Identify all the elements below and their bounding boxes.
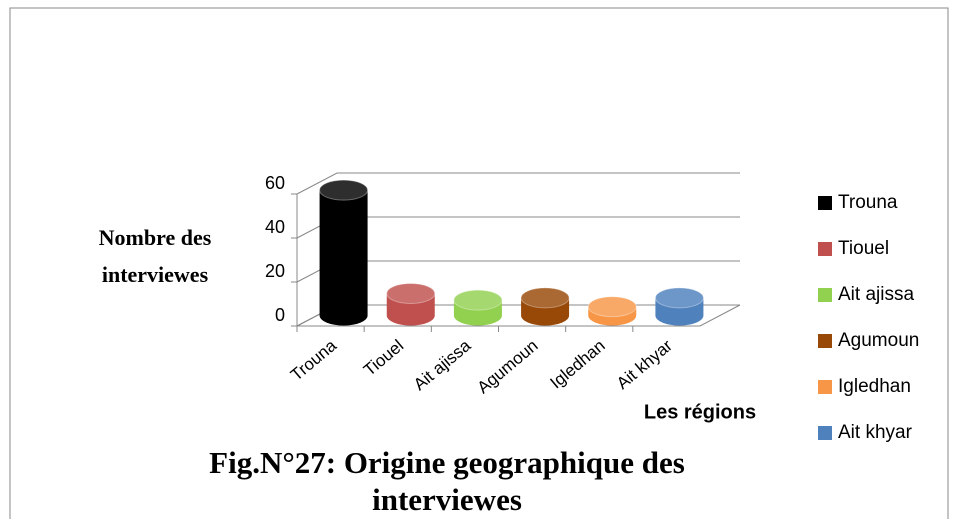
x-tick-label: Ait ajissa — [410, 336, 475, 395]
x-axis-title: Les régions — [644, 401, 756, 423]
chart-border — [9, 7, 949, 519]
x-tick-label: Trouna — [287, 336, 340, 385]
cylinder — [319, 190, 368, 326]
cylinder-top — [386, 283, 436, 304]
y-axis-title: interviewes — [102, 262, 209, 287]
x-tick-label: Agumoun — [474, 336, 542, 397]
legend-swatch — [818, 426, 832, 440]
legend-label: Ait ajissa — [838, 284, 914, 305]
legend-swatch — [818, 196, 832, 210]
x-tick-label: Tiouel — [360, 336, 407, 380]
cylinder-highlight — [386, 283, 435, 304]
legend-swatch — [818, 242, 832, 256]
y-tick-label: 40 — [265, 217, 285, 237]
y-tick-label: 60 — [265, 173, 285, 193]
cylinder-top — [453, 289, 503, 311]
cylinder-highlight — [588, 296, 637, 317]
legend-swatch — [818, 380, 832, 394]
y-tick-label: 0 — [275, 305, 285, 325]
legend-swatch — [818, 334, 832, 348]
x-tick-label: Igledhan — [547, 336, 609, 392]
cylinder-highlight — [521, 287, 570, 308]
chart-title: interviewes — [372, 482, 522, 517]
legend-label: Agumoun — [838, 330, 919, 351]
cylinder-top — [654, 287, 704, 309]
cylinder-top — [319, 179, 369, 201]
y-axis-title: Nombre des — [99, 225, 212, 250]
legend-label: Ait khyar — [838, 422, 913, 443]
cylinder-highlight — [453, 290, 502, 311]
legend-swatch — [818, 288, 832, 302]
cylinder-highlight — [655, 287, 704, 308]
grid-line — [296, 172, 740, 195]
legend-label: Igledhan — [838, 376, 911, 397]
y-tick-label: 20 — [265, 261, 285, 281]
cylinder-highlight — [319, 180, 368, 201]
x-tick-label: Ait khyar — [613, 336, 676, 393]
chart-title: Fig.N°27: Origine geographique des — [209, 445, 685, 480]
legend-label: Tiouel — [838, 238, 889, 259]
cylinder-top — [520, 287, 570, 309]
legend-label: Trouna — [838, 192, 898, 213]
cylinder-top — [587, 296, 637, 318]
